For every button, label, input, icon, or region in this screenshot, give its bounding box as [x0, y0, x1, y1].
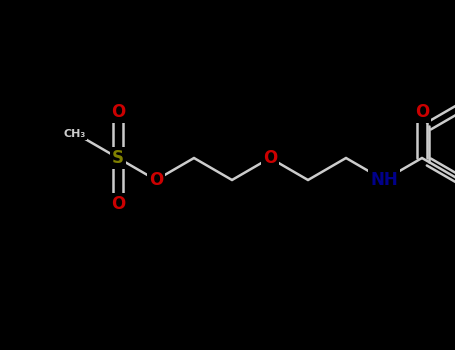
- Text: O: O: [415, 103, 429, 121]
- Text: O: O: [263, 149, 277, 167]
- Text: O: O: [111, 195, 125, 213]
- Text: O: O: [111, 103, 125, 121]
- Text: NH: NH: [370, 171, 398, 189]
- Text: O: O: [149, 171, 163, 189]
- Text: S: S: [112, 149, 124, 167]
- Text: CH₃: CH₃: [64, 129, 86, 139]
